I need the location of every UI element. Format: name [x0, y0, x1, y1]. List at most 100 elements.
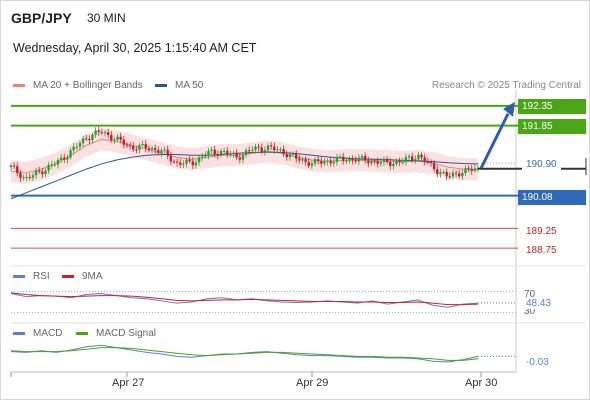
legend-ma50-label: MA 50: [175, 80, 204, 91]
candle-body: [360, 156, 364, 158]
candle-body: [9, 165, 13, 168]
candle-body: [414, 159, 417, 161]
legend-ma20: MA 20 + Bollinger Bands: [13, 80, 143, 91]
candle-body: [163, 149, 166, 151]
candle-body: [232, 152, 235, 154]
candle-body: [200, 156, 204, 158]
candle-body: [144, 143, 147, 149]
candle-body: [298, 158, 301, 161]
legend-macd-label: MACD: [33, 328, 63, 339]
candle-body: [457, 173, 461, 177]
candle-body: [370, 161, 373, 164]
candle-body: [135, 149, 138, 151]
forecast-arrow-head: [503, 101, 515, 117]
candle-body: [348, 158, 351, 161]
candle-body: [222, 150, 226, 152]
candle-body: [248, 150, 251, 152]
candle-body: [254, 146, 257, 150]
candle-body: [323, 161, 326, 164]
bollinger-band: [11, 128, 478, 185]
candle-body: [188, 159, 191, 162]
rsi-line: [10, 292, 479, 308]
candle-body: [439, 172, 442, 174]
candle-body: [295, 153, 298, 159]
ma50-swatch: [155, 84, 167, 87]
candle-body: [63, 157, 66, 160]
candle-body: [351, 158, 354, 161]
candle-body: [382, 158, 386, 163]
candle-body: [285, 154, 289, 158]
x-tick-apr30: Apr 30: [465, 377, 498, 389]
candle-body: [106, 132, 110, 136]
candle-body: [103, 132, 107, 134]
candle-body: [332, 162, 336, 164]
candle-body: [213, 149, 216, 155]
candle-body: [22, 177, 25, 179]
candle-body: [304, 159, 307, 162]
candle-body: [273, 146, 276, 151]
candle-body: [454, 172, 458, 174]
candle-body: [157, 150, 160, 153]
candle-body: [216, 154, 220, 156]
candle-body: [72, 146, 75, 151]
rsi-ma-swatch: [62, 275, 74, 278]
level-label-189-25: 189.25: [526, 226, 557, 237]
candle-body: [263, 150, 267, 152]
candle-body: [179, 162, 182, 165]
macd-swatch: [13, 332, 25, 335]
candle-body: [357, 157, 361, 162]
candle-body: [116, 136, 119, 140]
legend-rsi: RSI: [13, 271, 50, 282]
candle-body: [219, 151, 223, 156]
candle-body: [38, 170, 41, 172]
candle-body: [194, 162, 198, 166]
candle-body: [288, 154, 292, 158]
candle-body: [389, 162, 392, 166]
candle-body: [229, 153, 232, 155]
candle-body: [269, 145, 273, 147]
candle-body: [251, 149, 254, 151]
candle-body: [417, 154, 420, 160]
legend-rsi-ma-label: 9MA: [82, 271, 103, 282]
macd-current-value: -0.03: [526, 357, 549, 368]
datetime-label: Wednesday, April 30, 2025 1:15:40 AM CET: [13, 41, 257, 55]
candle-body: [244, 150, 248, 156]
macd-signal-swatch: [76, 332, 88, 335]
rsi-level-70: 70: [524, 289, 536, 300]
candle-body: [436, 169, 439, 174]
candle-body: [172, 161, 176, 163]
candle-body: [395, 160, 398, 164]
rsi-ma-line: [10, 292, 479, 306]
candle-body: [88, 138, 91, 141]
candle-body: [320, 161, 323, 164]
candle-body: [66, 157, 69, 160]
candle-body: [291, 153, 295, 155]
candle-body: [191, 161, 194, 166]
candle-body: [91, 134, 94, 141]
candle-body: [110, 135, 113, 141]
candle-body: [448, 176, 451, 178]
candle-body: [329, 160, 332, 164]
candle-body: [160, 150, 163, 153]
candle-body: [467, 168, 470, 170]
timeframe-label: 30 MIN: [87, 11, 126, 25]
candle-body: [210, 149, 213, 151]
candle-body: [50, 164, 53, 166]
legend-ma50: MA 50: [155, 80, 203, 91]
candle-body: [407, 156, 411, 158]
candle-body: [19, 173, 22, 179]
candle-body: [282, 149, 285, 155]
candle-body: [401, 161, 404, 163]
candle-body: [307, 161, 310, 166]
rsi-current-value: 48.43: [524, 298, 554, 309]
x-tick-apr29: Apr 29: [296, 377, 329, 389]
symbol-title: GBP/JPY: [11, 10, 72, 26]
candle-body: [100, 132, 104, 134]
candle-body: [326, 160, 329, 162]
legend-rsi-label: RSI: [33, 271, 50, 282]
candle-body: [153, 148, 157, 151]
candle-body: [78, 143, 82, 147]
candle-body: [175, 161, 179, 163]
candle-body: [279, 149, 282, 151]
candle-body: [132, 145, 135, 150]
